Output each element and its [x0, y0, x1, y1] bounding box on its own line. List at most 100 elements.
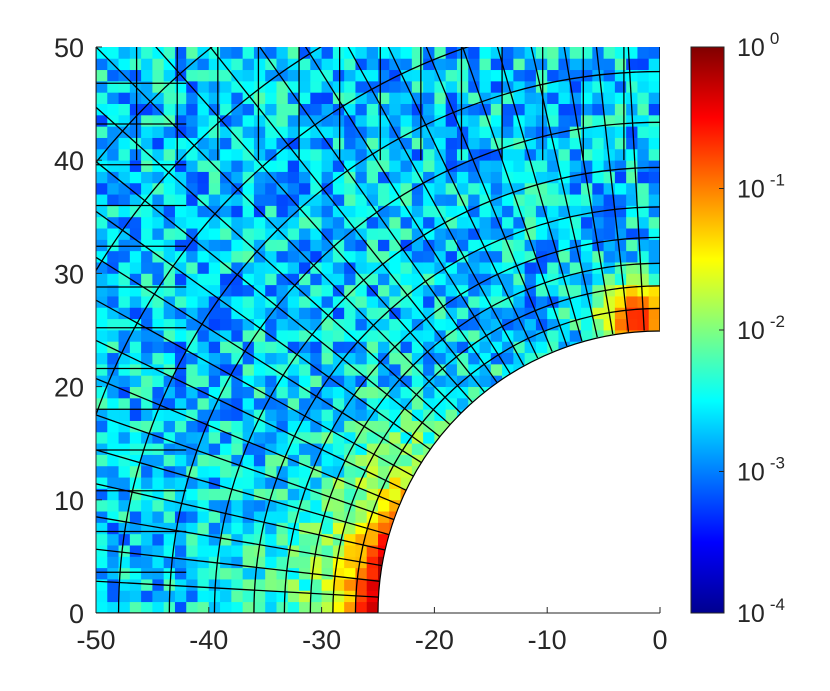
heatmap-cell [276, 601, 289, 613]
heatmap-cell [626, 171, 638, 184]
heatmap-cell [490, 228, 503, 240]
heatmap-cell [524, 341, 537, 354]
heatmap-cell [648, 330, 660, 342]
heatmap-cell [174, 228, 187, 240]
heatmap-cell [276, 296, 289, 308]
heatmap-cell [174, 239, 187, 252]
heatmap-cell [321, 160, 334, 172]
heatmap-cell [400, 499, 413, 512]
heatmap-cell [310, 420, 322, 433]
heatmap-cell [547, 284, 559, 297]
heatmap-cell [253, 488, 266, 501]
heatmap-cell [265, 284, 277, 297]
mesh-arc [213, 166, 660, 613]
heatmap-cell [411, 80, 424, 93]
heatmap-cell [535, 228, 548, 240]
heatmap-cell [423, 262, 435, 274]
heatmap-cell [141, 58, 153, 71]
heatmap-cell [287, 273, 300, 286]
heatmap-cell [648, 307, 660, 320]
heatmap-cell [378, 69, 390, 82]
heatmap-cell [513, 205, 526, 218]
heatmap-cell [163, 341, 176, 354]
heatmap-cell [479, 171, 492, 184]
heatmap-cell [445, 341, 458, 354]
heatmap-cell [648, 80, 660, 93]
heatmap-cell [445, 318, 458, 331]
heatmap-cell [558, 318, 571, 331]
heatmap-cell [129, 454, 142, 467]
heatmap-cell [423, 216, 435, 229]
heatmap-cell [242, 465, 255, 478]
heatmap-cell [344, 465, 356, 478]
heatmap-cell [581, 330, 593, 342]
heatmap-cell [265, 126, 277, 138]
heatmap-cell [502, 137, 514, 150]
heatmap-cell [535, 341, 548, 354]
heatmap-cell [276, 58, 289, 71]
heatmap-cell [400, 409, 413, 421]
heatmap-cell [186, 296, 198, 308]
heatmap-cell [152, 250, 165, 263]
heatmap-cell [231, 284, 244, 297]
heatmap-cell [96, 352, 108, 365]
heatmap-cell [174, 205, 187, 218]
heatmap-cell [332, 69, 345, 82]
heatmap-cell [366, 397, 379, 410]
heatmap-cell [118, 386, 131, 399]
heatmap-cell [366, 454, 379, 467]
heatmap-cell [152, 601, 165, 613]
heatmap-cell [129, 148, 142, 161]
heatmap-cell [107, 148, 119, 161]
heatmap-cell [107, 205, 119, 218]
heatmap-cell [253, 522, 266, 535]
heatmap-cell [648, 171, 660, 184]
heatmap-cell [208, 511, 221, 523]
heatmap-cell [96, 545, 108, 557]
heatmap-cell [592, 92, 604, 104]
heatmap-cell [366, 80, 379, 93]
heatmap-cell [96, 239, 108, 252]
heatmap-cell [524, 318, 537, 331]
heatmap-cell [129, 228, 142, 240]
heatmap-cell [344, 148, 356, 161]
heatmap-cell [547, 296, 559, 308]
heatmap-cell [107, 330, 119, 342]
heatmap-cell [253, 262, 266, 274]
heatmap-cell [603, 171, 616, 184]
heatmap-cell [287, 205, 300, 218]
heatmap-cell [366, 205, 379, 218]
heatmap-cell [468, 148, 480, 161]
heatmap-cell [174, 409, 187, 421]
heatmap-cell [547, 58, 559, 71]
heatmap-cell [186, 239, 198, 252]
heatmap-cell [220, 307, 232, 320]
heatmap-cell [592, 194, 604, 206]
heatmap-cell [445, 114, 458, 127]
heatmap-cell [423, 363, 435, 376]
heatmap-cell [96, 103, 108, 116]
heatmap-cell [118, 239, 131, 252]
heatmap-cell [242, 601, 255, 613]
heatmap-cell [637, 148, 650, 161]
heatmap-cell [310, 318, 322, 331]
heatmap-cell [163, 307, 176, 320]
colorbar-gradient [690, 46, 725, 614]
heatmap-cell [637, 262, 650, 274]
heatmap-cell [535, 148, 548, 161]
heatmap-cell [581, 216, 593, 229]
heatmap-cell [231, 363, 244, 376]
heatmap-cell [479, 160, 492, 172]
heatmap-cell [366, 103, 379, 116]
heatmap-cell [231, 171, 244, 184]
heatmap-cell [197, 171, 210, 184]
heatmap-cell [445, 307, 458, 320]
heatmap-cell [411, 114, 424, 127]
heatmap-cell [141, 284, 153, 297]
heatmap-cell [366, 545, 379, 557]
heatmap-cell [547, 318, 559, 331]
heatmap-cell [614, 69, 627, 82]
heatmap-cell [242, 307, 255, 320]
heatmap-cell [389, 80, 401, 93]
heatmap-cell [129, 522, 142, 535]
